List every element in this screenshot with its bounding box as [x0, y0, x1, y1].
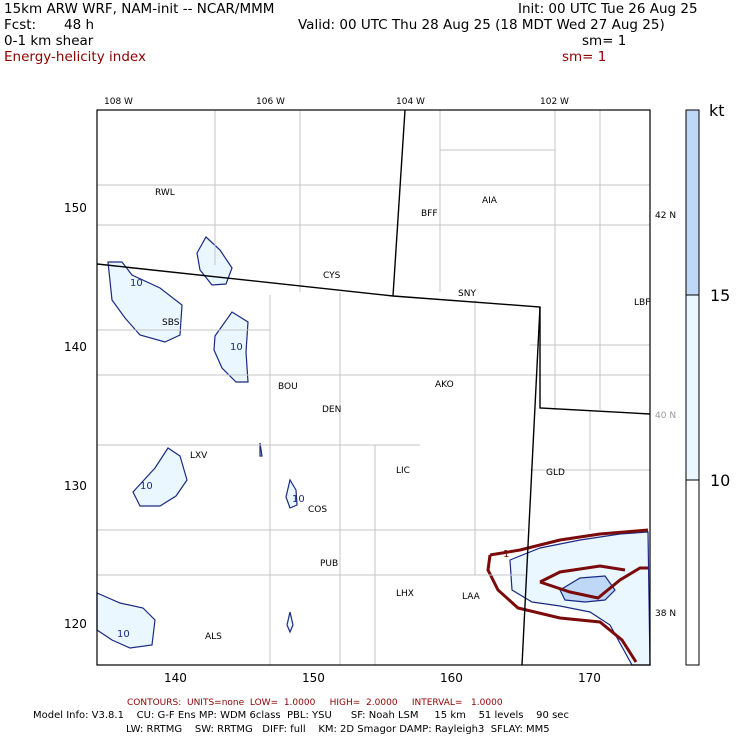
- shear-contour-label: 10: [230, 342, 243, 353]
- field-shear-label: 0-1 km shear: [4, 33, 94, 49]
- city-label-bff: BFF: [421, 209, 438, 219]
- shear-area-sw: [96, 592, 156, 649]
- bottom-x-tick: 140: [164, 671, 187, 685]
- city-label-lxv: LXV: [190, 451, 208, 461]
- forecast-hour: 48 h: [64, 17, 95, 33]
- colorbar-label-15: 15: [710, 286, 731, 305]
- city-label-cys: CYS: [323, 271, 341, 281]
- colorbar: [685, 109, 700, 666]
- left-y-tick: 150: [64, 201, 87, 215]
- top-lon-label: 102 W: [540, 97, 569, 107]
- field-ehi-smoothing: sm= 1: [562, 49, 607, 65]
- forecast-label: Fcst:: [4, 17, 37, 33]
- right-lat-label: 40 N: [655, 411, 676, 421]
- city-label-lic: LIC: [396, 466, 410, 476]
- colorbar-segment-high: [685, 109, 700, 296]
- bottom-x-tick: 150: [302, 671, 325, 685]
- colorbar-label-10: 10: [710, 471, 731, 490]
- field-shear-smoothing: sm= 1: [582, 33, 627, 49]
- city-label-bou: BOU: [278, 382, 298, 392]
- model-info-line1: Model Info: V3.8.1 CU: G-F Ens MP: WDM 6…: [33, 710, 569, 721]
- city-label-den: DEN: [322, 405, 341, 415]
- city-label-gld: GLD: [546, 468, 565, 478]
- left-y-tick: 140: [64, 340, 87, 354]
- top-lon-label: 106 W: [256, 97, 285, 107]
- shear-contour-label: 10: [140, 481, 153, 492]
- city-labels: RWL BFF AIA CYS SNY LBF SBS BOU AKO DEN LXV LIC GLD C…: [155, 188, 650, 642]
- model-title: 15km ARW WRF, NAM-init -- NCAR/MMM: [4, 1, 275, 17]
- bottom-x-tick: 170: [578, 671, 601, 685]
- county-lines: [97, 110, 650, 665]
- map-frame: [96, 109, 651, 666]
- city-label-cos: COS: [308, 505, 327, 515]
- city-label-als: ALS: [205, 632, 222, 642]
- bottom-x-tick: 160: [440, 671, 463, 685]
- valid-time: Valid: 00 UTC Thu 28 Aug 25 (18 MDT Wed …: [298, 17, 665, 33]
- city-label-aia: AIA: [482, 196, 498, 206]
- colorbar-segment-low: [685, 479, 700, 666]
- colorbar-unit: kt: [709, 101, 725, 120]
- city-label-pub: PUB: [320, 559, 338, 569]
- right-lat-label: 42 N: [655, 211, 676, 221]
- shear-area-sbs: [107, 261, 183, 343]
- city-label-rwl: RWL: [155, 188, 175, 198]
- contour-labels: 10 10 10 10 10 1: [117, 278, 509, 640]
- ehi-contour-label: 1: [503, 549, 509, 560]
- right-lat-label: 38 N: [655, 609, 676, 619]
- city-label-sny: SNY: [458, 289, 476, 299]
- top-lon-label: 104 W: [396, 97, 425, 107]
- ehi-contour: [486, 528, 649, 663]
- shear-contour-label: 10: [117, 629, 130, 640]
- top-lon-label: 108 W: [104, 97, 133, 107]
- city-label-laa: LAA: [462, 592, 481, 602]
- left-y-tick: 130: [64, 479, 87, 493]
- init-time: Init: 00 UTC Tue 26 Aug 25: [518, 1, 698, 17]
- shear-area-tiny: [286, 611, 294, 634]
- left-y-tick: 120: [64, 617, 87, 631]
- city-label-sbs: SBS: [162, 318, 180, 328]
- field-ehi-label: Energy-helicity index: [4, 49, 146, 65]
- city-label-ako: AKO: [435, 380, 454, 390]
- colorbar-segment-mid: [685, 294, 700, 481]
- shear-contour-label: 10: [292, 494, 305, 505]
- shear-contour-label: 10: [130, 278, 143, 289]
- contours-info: CONTOURS: UNITS=none LOW= 1.0000 HIGH= 2…: [127, 698, 503, 708]
- state-borders: [96, 109, 651, 666]
- city-label-lbf: LBF: [634, 298, 650, 308]
- axis-labels: 108 W 106 W 104 W 102 W 150 140 130 120 140 150 16…: [64, 97, 676, 685]
- city-label-lhx: LHX: [396, 589, 414, 599]
- shear-area-lxv: [132, 447, 188, 507]
- model-info-line2: LW: RRTMG SW: RRTMG DIFF: full KM: 2D Sm…: [126, 724, 550, 735]
- shear-area-small: [259, 442, 263, 457]
- shear-area-cos: [285, 478, 298, 509]
